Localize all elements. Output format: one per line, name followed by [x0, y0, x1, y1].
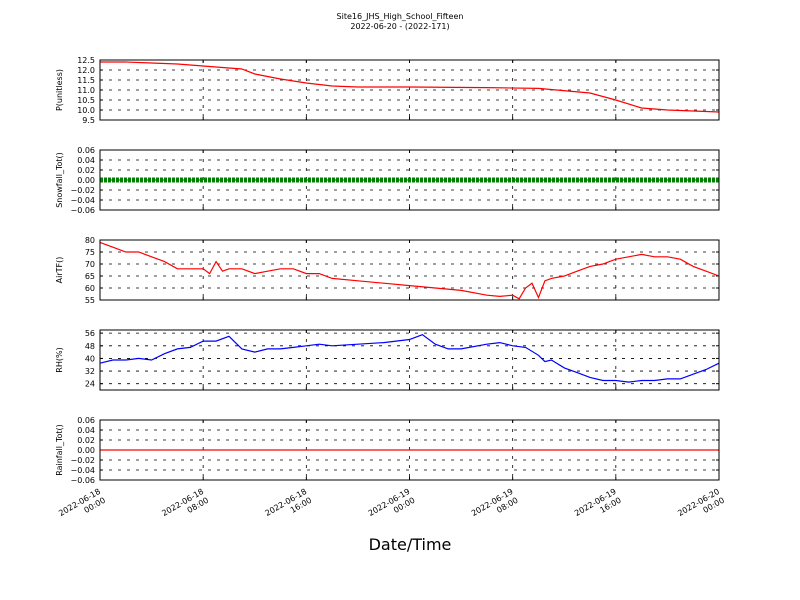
y-axis-label: AirTF() [55, 257, 64, 284]
y-tick-label: 11.5 [77, 76, 95, 85]
y-tick-label: 70 [85, 260, 95, 269]
y-tick-label: −0.02 [70, 456, 95, 465]
y-tick-label: 65 [85, 272, 95, 281]
x-axis-label: Date/Time [369, 535, 452, 554]
x-tick-label: 2022-06-2000:00 [676, 487, 726, 527]
x-tick-label: 2022-06-1916:00 [573, 487, 623, 527]
y-tick-label: 0.02 [77, 166, 95, 175]
y-tick-label: 0.04 [77, 156, 95, 165]
y-axis-label: Snowfall_Tot() [55, 152, 64, 208]
y-tick-label: 0.00 [77, 446, 95, 455]
panel-3: 80 75 70 65 60 55 AirTF() [55, 236, 720, 305]
panel-4: 56 48 40 32 24 RH(%) [55, 329, 720, 391]
y-tick-label: 0.02 [77, 436, 95, 445]
panel-frame [99, 59, 720, 121]
panels: 12.512.011.511.010.510.09.5 P(unitless) 0.… [55, 56, 720, 485]
y-tick-label: 48 [85, 342, 95, 351]
panel-1: 12.512.011.511.010.510.09.5 P(unitless) [55, 56, 720, 125]
y-tick-label: 40 [85, 354, 95, 363]
x-tick-label: 2022-06-1808:00 [160, 487, 210, 527]
y-tick-label: 0.06 [77, 416, 95, 425]
y-tick-label: 75 [85, 248, 95, 257]
y-tick-label: 24 [85, 380, 95, 389]
series-line [99, 241, 720, 300]
series-line [100, 61, 720, 113]
panel-frame [99, 149, 720, 211]
x-tick-label: 2022-06-1908:00 [470, 487, 520, 527]
chart-title: Site16_JHS_High_School_Fifteen [337, 12, 464, 21]
y-tick-label: 11.0 [77, 86, 95, 95]
chart-subtitle: 2022-06-20 - (2022-171) [350, 22, 449, 31]
y-tick-label: −0.02 [70, 186, 95, 195]
y-axis-label: RH(%) [55, 347, 64, 372]
y-tick-label: 9.5 [82, 116, 95, 125]
y-tick-label: 10.5 [77, 96, 95, 105]
y-axis-label: Rainfall_Tot() [55, 424, 64, 476]
y-axis-label: P(unitless) [55, 69, 64, 111]
y-tick-label: 10.0 [77, 106, 95, 115]
panel-frame [99, 239, 720, 301]
x-tick-label: 2022-06-1816:00 [264, 487, 314, 527]
panel-5: 0.060.040.020.00−0.02−0.04−0.06 Rainfall_… [55, 416, 720, 485]
panel-frame [99, 419, 720, 481]
x-tick-label: 2022-06-1800:00 [57, 487, 107, 527]
y-tick-label: −0.06 [70, 476, 95, 485]
y-tick-label: 12.5 [77, 56, 95, 65]
y-tick-label: 56 [85, 329, 95, 338]
y-tick-label: 0.06 [77, 146, 95, 155]
y-tick-label: 32 [85, 367, 95, 376]
series-line [99, 334, 720, 383]
y-tick-label: 0.04 [77, 426, 95, 435]
y-tick-label: 55 [85, 296, 95, 305]
y-tick-label: −0.04 [70, 196, 95, 205]
y-tick-label: 60 [85, 284, 95, 293]
y-tick-label: −0.06 [70, 206, 95, 215]
panel-2: 0.060.040.020.00−0.02−0.04−0.06 Snowfall_… [55, 146, 720, 215]
y-tick-label: −0.04 [70, 466, 95, 475]
x-tick-label: 2022-06-1900:00 [367, 487, 417, 527]
y-tick-label: 12.0 [77, 66, 95, 75]
panel-frame [99, 329, 720, 391]
x-axis: 2022-06-1800:00 2022-06-1808:00 2022-06-18… [57, 487, 726, 527]
y-tick-label: 80 [85, 236, 95, 245]
y-tick-label: 0.00 [77, 176, 95, 185]
